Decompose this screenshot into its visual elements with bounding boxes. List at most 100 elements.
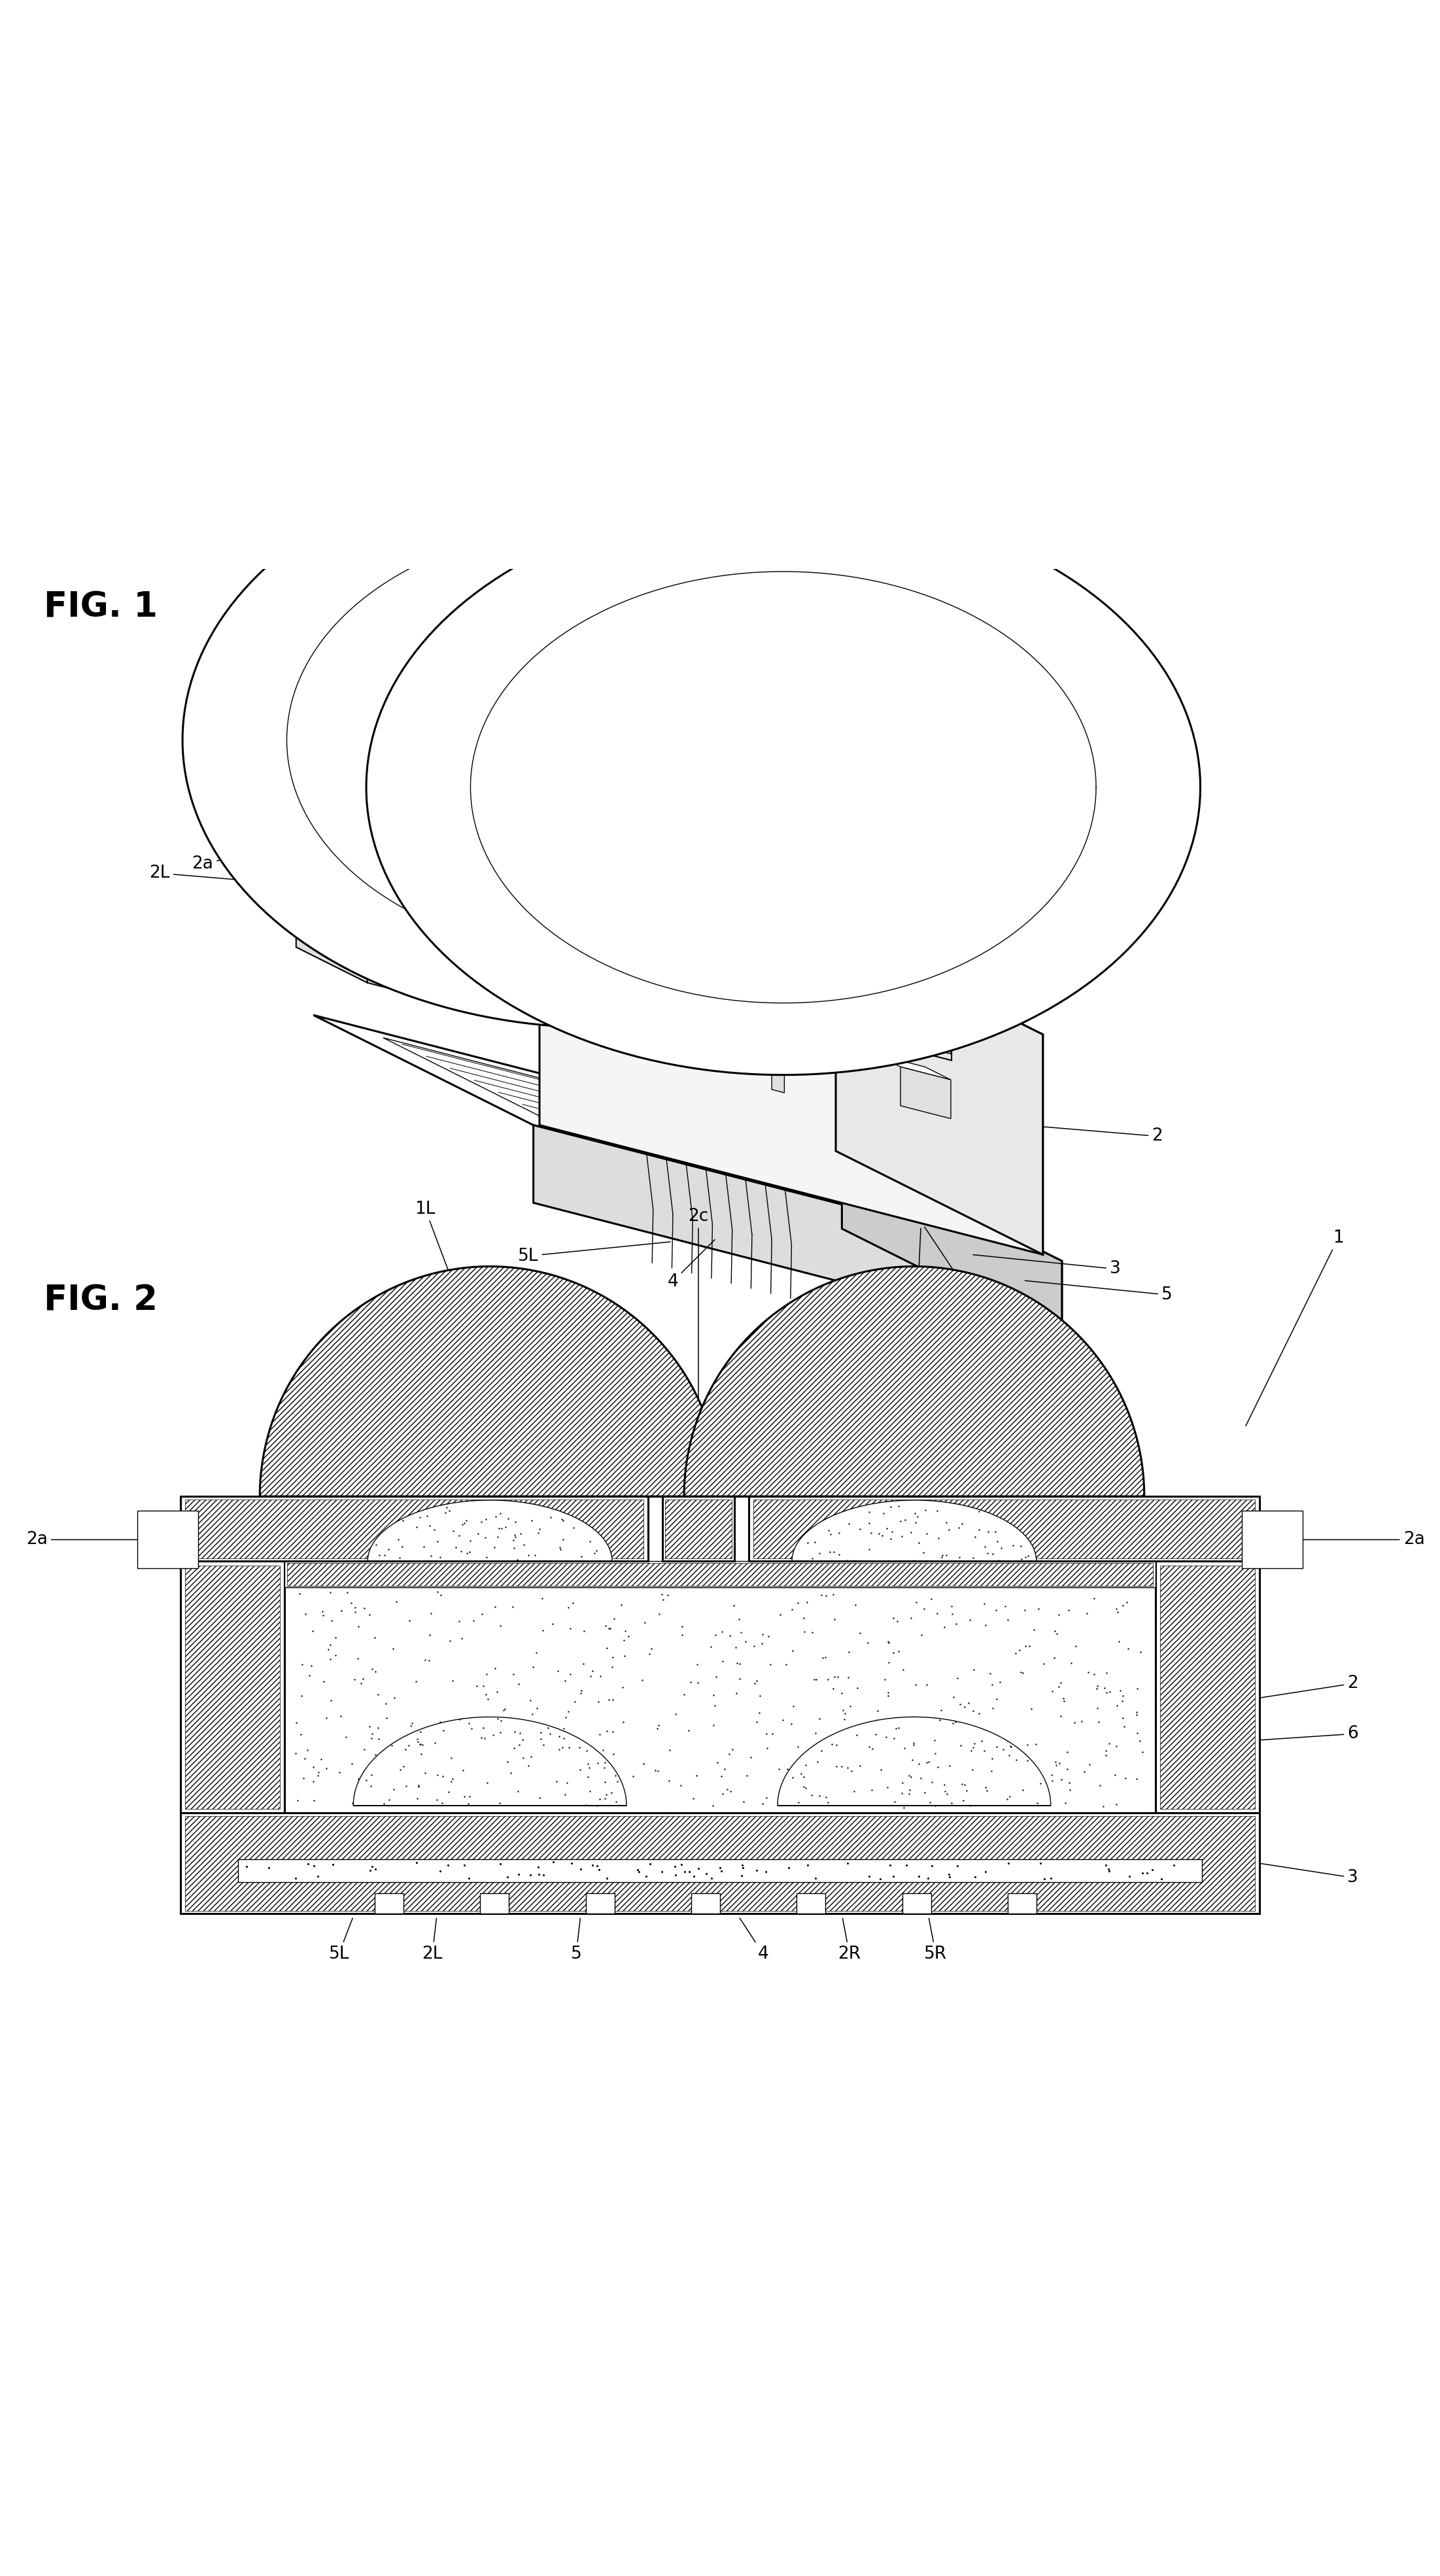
Polygon shape [900,1066,950,1118]
Point [658,1728,681,1770]
Point [962,1726,985,1767]
Point [436,1777,459,1819]
Point [760,1713,783,1754]
Point [937,1855,960,1896]
Point [639,1628,662,1669]
Point [926,1747,949,1788]
Point [524,1762,547,1803]
Point [469,1716,492,1757]
Point [1086,1687,1109,1728]
Point [500,1752,523,1793]
Point [576,1757,599,1798]
Point [501,1654,524,1695]
Point [1140,1850,1164,1891]
Point [1083,1577,1106,1618]
Point [806,1754,829,1795]
Point [508,1512,531,1553]
Point [831,1672,854,1713]
Point [924,1757,948,1798]
Point [377,1780,400,1821]
Point [929,1690,952,1731]
Point [831,1747,854,1788]
Point [1110,1680,1133,1721]
Point [857,1502,880,1543]
Point [1044,1744,1067,1785]
Point [877,1623,900,1664]
Point [864,1713,887,1754]
Point [1099,1672,1122,1713]
Point [600,1772,624,1814]
Text: 5L: 5L [518,1242,671,1265]
Point [527,1847,550,1888]
Point [819,1515,842,1556]
Point [1076,1592,1099,1633]
Point [456,1857,480,1899]
Point [1058,1770,1081,1811]
Point [503,1515,526,1556]
Point [364,1525,387,1566]
Point [963,1857,986,1899]
Point [557,1726,580,1767]
Point [462,1600,485,1641]
Point [855,1726,878,1767]
Point [527,1512,550,1553]
Point [553,1708,576,1749]
Point [816,1783,840,1824]
Point [302,1844,325,1886]
Point [949,1726,972,1767]
Point [292,1757,315,1798]
Point [821,1669,844,1710]
Point [353,1728,376,1770]
Text: 6: 6 [1247,1726,1358,1741]
Point [973,1765,996,1806]
Point [379,1749,402,1790]
Point [518,1680,541,1721]
Point [318,1638,341,1680]
Point [1097,1850,1120,1891]
Point [923,1721,946,1762]
Point [949,1685,972,1726]
Point [811,1731,834,1772]
Point [647,1708,670,1749]
Text: 2a: 2a [1274,1530,1424,1548]
Point [883,1718,906,1759]
Polygon shape [792,1499,1037,1561]
Point [1017,1535,1040,1577]
Point [467,1512,490,1553]
Point [649,1574,672,1615]
Point [477,1680,500,1721]
Point [1011,1770,1034,1811]
Text: 3: 3 [1261,1862,1358,1886]
Point [474,1718,497,1759]
Point [367,1535,390,1577]
Point [1126,1713,1149,1754]
Point [553,1659,576,1700]
Point [796,1844,819,1886]
Text: 1R: 1R [910,1208,933,1368]
Point [482,1528,505,1569]
Point [431,1783,454,1824]
Point [821,1752,844,1793]
Point [521,1692,544,1734]
Point [559,1654,582,1695]
Polygon shape [603,876,785,963]
Point [436,1772,459,1814]
Point [985,1589,1008,1631]
Point [838,1685,861,1726]
Point [681,1777,704,1819]
Point [648,1595,671,1636]
Point [550,1499,573,1540]
Polygon shape [284,1561,1156,1587]
Point [888,1499,912,1540]
Point [1018,1625,1041,1667]
Point [996,1777,1020,1819]
Point [848,1510,871,1551]
Point [487,1507,510,1548]
Point [297,1844,320,1886]
Point [750,1783,773,1824]
Point [1025,1783,1048,1824]
Point [861,1728,884,1770]
Point [816,1659,840,1700]
Point [497,1499,520,1540]
Point [1057,1589,1080,1631]
